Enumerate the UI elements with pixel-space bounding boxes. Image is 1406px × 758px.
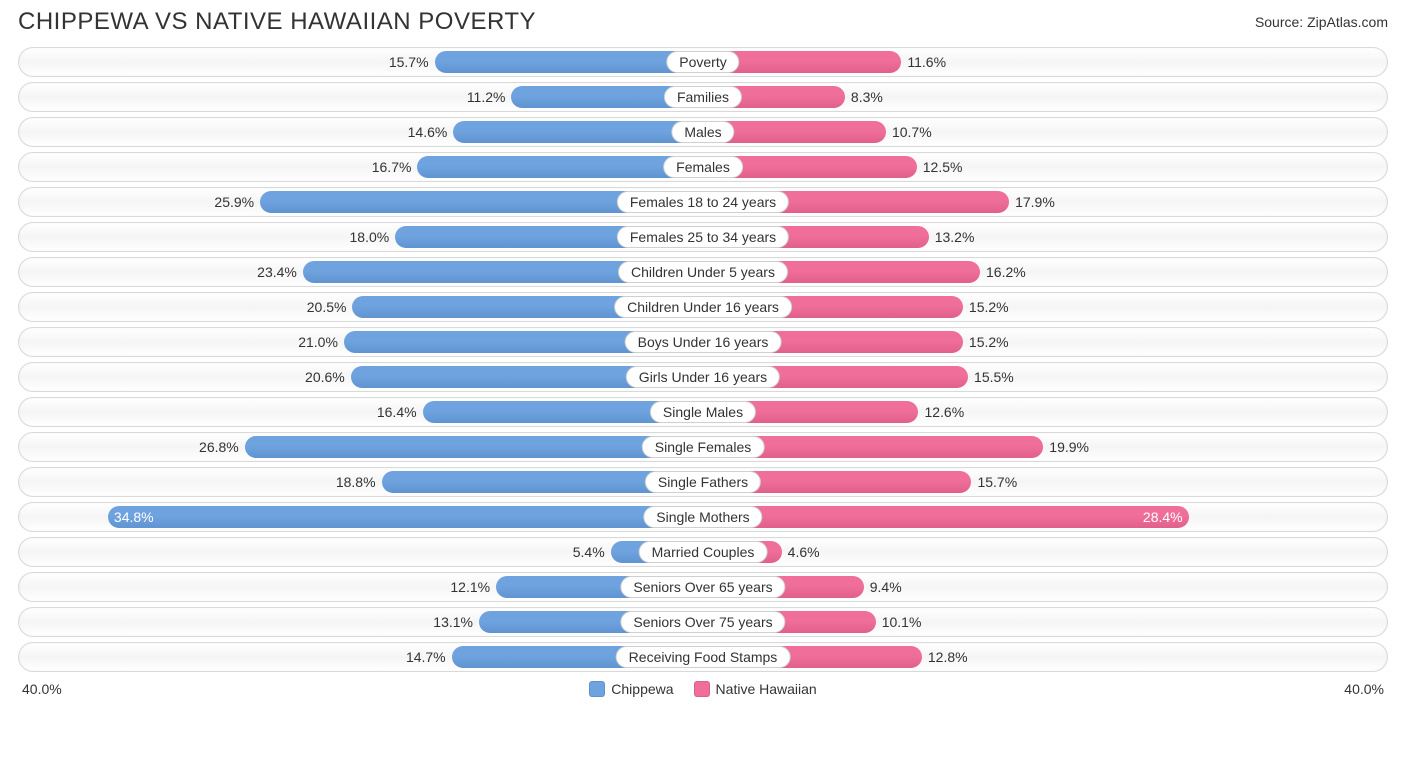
value-chippewa: 21.0%	[298, 328, 344, 356]
value-native-hawaiian: 19.9%	[1043, 433, 1089, 461]
category-label: Females 18 to 24 years	[617, 191, 789, 213]
chart-row: 5.4% 4.6% Married Couples	[18, 537, 1388, 567]
value-chippewa: 5.4%	[573, 538, 611, 566]
chart-row: 16.4% 12.6% Single Males	[18, 397, 1388, 427]
value-chippewa: 34.8%	[114, 506, 154, 528]
category-label: Children Under 5 years	[618, 261, 788, 283]
value-native-hawaiian: 13.2%	[929, 223, 975, 251]
value-native-hawaiian: 17.9%	[1009, 188, 1055, 216]
category-label: Children Under 16 years	[614, 296, 792, 318]
value-native-hawaiian: 15.5%	[968, 363, 1014, 391]
value-chippewa: 18.8%	[336, 468, 382, 496]
category-label: Single Fathers	[645, 471, 761, 493]
value-chippewa: 15.7%	[389, 48, 435, 76]
legend-item-chippewa: Chippewa	[589, 681, 673, 697]
category-label: Single Females	[642, 436, 765, 458]
value-chippewa: 11.2%	[467, 83, 512, 111]
value-native-hawaiian: 10.7%	[886, 118, 932, 146]
category-label: Males	[671, 121, 734, 143]
bar-chippewa: 34.8%	[108, 506, 703, 528]
value-chippewa: 16.7%	[372, 153, 418, 181]
bar-native-hawaiian: 28.4%	[703, 506, 1189, 528]
legend-swatch-icon	[589, 681, 605, 697]
value-chippewa: 14.6%	[408, 118, 454, 146]
chart-row: 23.4% 16.2% Children Under 5 years	[18, 257, 1388, 287]
value-native-hawaiian: 12.8%	[922, 643, 968, 671]
category-label: Females 25 to 34 years	[617, 226, 789, 248]
category-label: Seniors Over 65 years	[620, 576, 785, 598]
value-chippewa: 16.4%	[377, 398, 423, 426]
chart-row: 14.6% 10.7% Males	[18, 117, 1388, 147]
bar-chippewa	[453, 121, 703, 143]
axis-max-right: 40.0%	[1344, 681, 1384, 697]
value-native-hawaiian: 8.3%	[845, 83, 883, 111]
value-chippewa: 18.0%	[350, 223, 396, 251]
category-label: Married Couples	[639, 541, 768, 563]
value-native-hawaiian: 9.4%	[864, 573, 902, 601]
chart-area: 15.7%11.6%Poverty11.2%8.3%Families14.6%1…	[0, 47, 1406, 672]
chart-row: 20.6% 15.5% Girls Under 16 years	[18, 362, 1388, 392]
value-native-hawaiian: 15.7%	[971, 468, 1017, 496]
value-native-hawaiian: 28.4%	[1143, 506, 1183, 528]
value-native-hawaiian: 10.1%	[876, 608, 922, 636]
chart-row: 13.1% 10.1% Seniors Over 75 years	[18, 607, 1388, 637]
value-native-hawaiian: 12.6%	[918, 398, 964, 426]
bar-chippewa	[417, 156, 703, 178]
category-label: Poverty	[666, 51, 739, 73]
category-label: Families	[664, 86, 742, 108]
chart-row: 16.7% 12.5% Females	[18, 152, 1388, 182]
chart-row: 11.2% 8.3% Families	[18, 82, 1388, 112]
value-native-hawaiian: 15.2%	[963, 328, 1009, 356]
category-label: Single Mothers	[643, 506, 762, 528]
value-chippewa: 12.1%	[450, 573, 496, 601]
value-native-hawaiian: 4.6%	[782, 538, 820, 566]
chart-source: Source: ZipAtlas.com	[1255, 14, 1388, 30]
chart-row: 21.0% 15.2% Boys Under 16 years	[18, 327, 1388, 357]
category-label: Females	[663, 156, 743, 178]
chart-row: 18.0% 13.2% Females 25 to 34 years	[18, 222, 1388, 252]
category-label: Seniors Over 75 years	[620, 611, 785, 633]
chart-row: 15.7% 11.6% Poverty	[18, 47, 1388, 77]
chart-row: 25.9% 17.9% Females 18 to 24 years	[18, 187, 1388, 217]
value-native-hawaiian: 16.2%	[980, 258, 1026, 286]
chart-row: 18.8% 15.7% Single Fathers	[18, 467, 1388, 497]
bar-chippewa	[245, 436, 703, 458]
category-label: Single Males	[650, 401, 756, 423]
value-native-hawaiian: 12.5%	[917, 153, 963, 181]
value-chippewa: 23.4%	[257, 258, 303, 286]
legend-label: Native Hawaiian	[716, 681, 817, 697]
chart-row: 34.8% 28.4% Single Mothers	[18, 502, 1388, 532]
value-native-hawaiian: 15.2%	[963, 293, 1009, 321]
category-label: Boys Under 16 years	[625, 331, 782, 353]
bar-chippewa	[435, 51, 703, 73]
category-label: Receiving Food Stamps	[616, 646, 791, 668]
value-chippewa: 20.6%	[305, 363, 351, 391]
chart-row: 26.8% 19.9% Single Females	[18, 432, 1388, 462]
chart-row: 12.1% 9.4% Seniors Over 65 years	[18, 572, 1388, 602]
value-chippewa: 14.7%	[406, 643, 452, 671]
value-chippewa: 26.8%	[199, 433, 245, 461]
chart-row: 20.5% 15.2% Children Under 16 years	[18, 292, 1388, 322]
legend-swatch-icon	[694, 681, 710, 697]
value-chippewa: 20.5%	[307, 293, 353, 321]
legend: Chippewa Native Hawaiian	[589, 681, 816, 697]
chart-title: CHIPPEWA VS NATIVE HAWAIIAN POVERTY	[18, 8, 536, 36]
legend-label: Chippewa	[611, 681, 673, 697]
legend-item-native-hawaiian: Native Hawaiian	[694, 681, 817, 697]
chart-row: 14.7% 12.8% Receiving Food Stamps	[18, 642, 1388, 672]
axis-max-left: 40.0%	[22, 681, 62, 697]
value-chippewa: 13.1%	[433, 608, 479, 636]
value-native-hawaiian: 11.6%	[901, 48, 946, 76]
value-chippewa: 25.9%	[214, 188, 260, 216]
category-label: Girls Under 16 years	[626, 366, 780, 388]
